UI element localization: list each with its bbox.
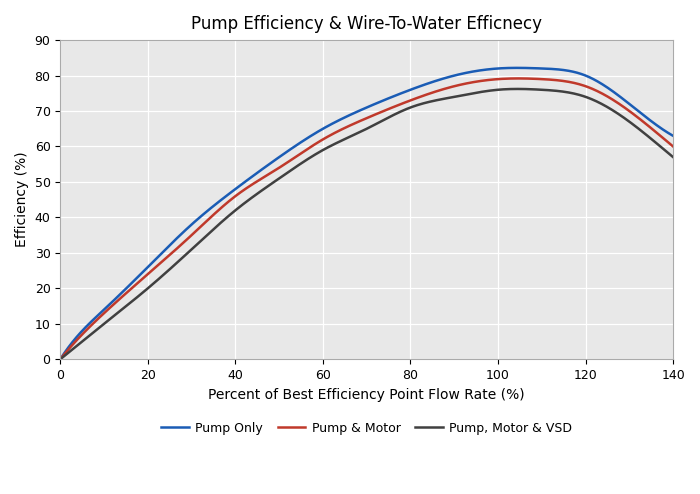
Pump & Motor (164, 253, 173, 259)
Pump & Motor (56, 356, 64, 362)
Line: Pump Only: Pump Only (60, 68, 673, 359)
Pump & Motor (417, 93, 426, 99)
Pump, Motor & VSD (164, 267, 173, 273)
Pump, Motor & VSD (333, 140, 342, 146)
Pump & Motor (466, 80, 474, 86)
Pump Only (669, 133, 678, 139)
Y-axis label: Efficiency (%): Efficiency (%) (15, 152, 29, 247)
Pump & Motor (214, 208, 222, 214)
Pump, Motor & VSD (417, 101, 426, 107)
Pump, Motor & VSD (669, 154, 678, 160)
Pump Only (164, 243, 173, 249)
Pump Only (512, 65, 521, 71)
Pump & Motor (333, 128, 342, 134)
Pump Only (56, 356, 64, 362)
Pump Only (519, 65, 527, 71)
Pump, Motor & VSD (214, 222, 222, 228)
Title: Pump Efficiency & Wire-To-Water Efficnecy: Pump Efficiency & Wire-To-Water Efficnec… (191, 15, 542, 33)
Pump Only (417, 83, 426, 89)
Pump & Motor (669, 144, 678, 150)
Pump & Motor (519, 76, 527, 82)
Pump Only (214, 200, 222, 206)
Pump & Motor (514, 76, 523, 82)
Line: Pump & Motor: Pump & Motor (60, 79, 673, 359)
Pump, Motor & VSD (466, 91, 474, 97)
Pump, Motor & VSD (56, 356, 64, 362)
Legend: Pump Only, Pump & Motor, Pump, Motor & VSD: Pump Only, Pump & Motor, Pump, Motor & V… (156, 416, 577, 440)
Pump Only (466, 69, 474, 75)
Pump, Motor & VSD (519, 86, 527, 92)
Line: Pump, Motor & VSD: Pump, Motor & VSD (60, 89, 673, 359)
X-axis label: Percent of Best Efficiency Point Flow Rate (%): Percent of Best Efficiency Point Flow Ra… (209, 387, 525, 402)
Pump, Motor & VSD (513, 86, 522, 92)
Pump Only (333, 118, 342, 124)
